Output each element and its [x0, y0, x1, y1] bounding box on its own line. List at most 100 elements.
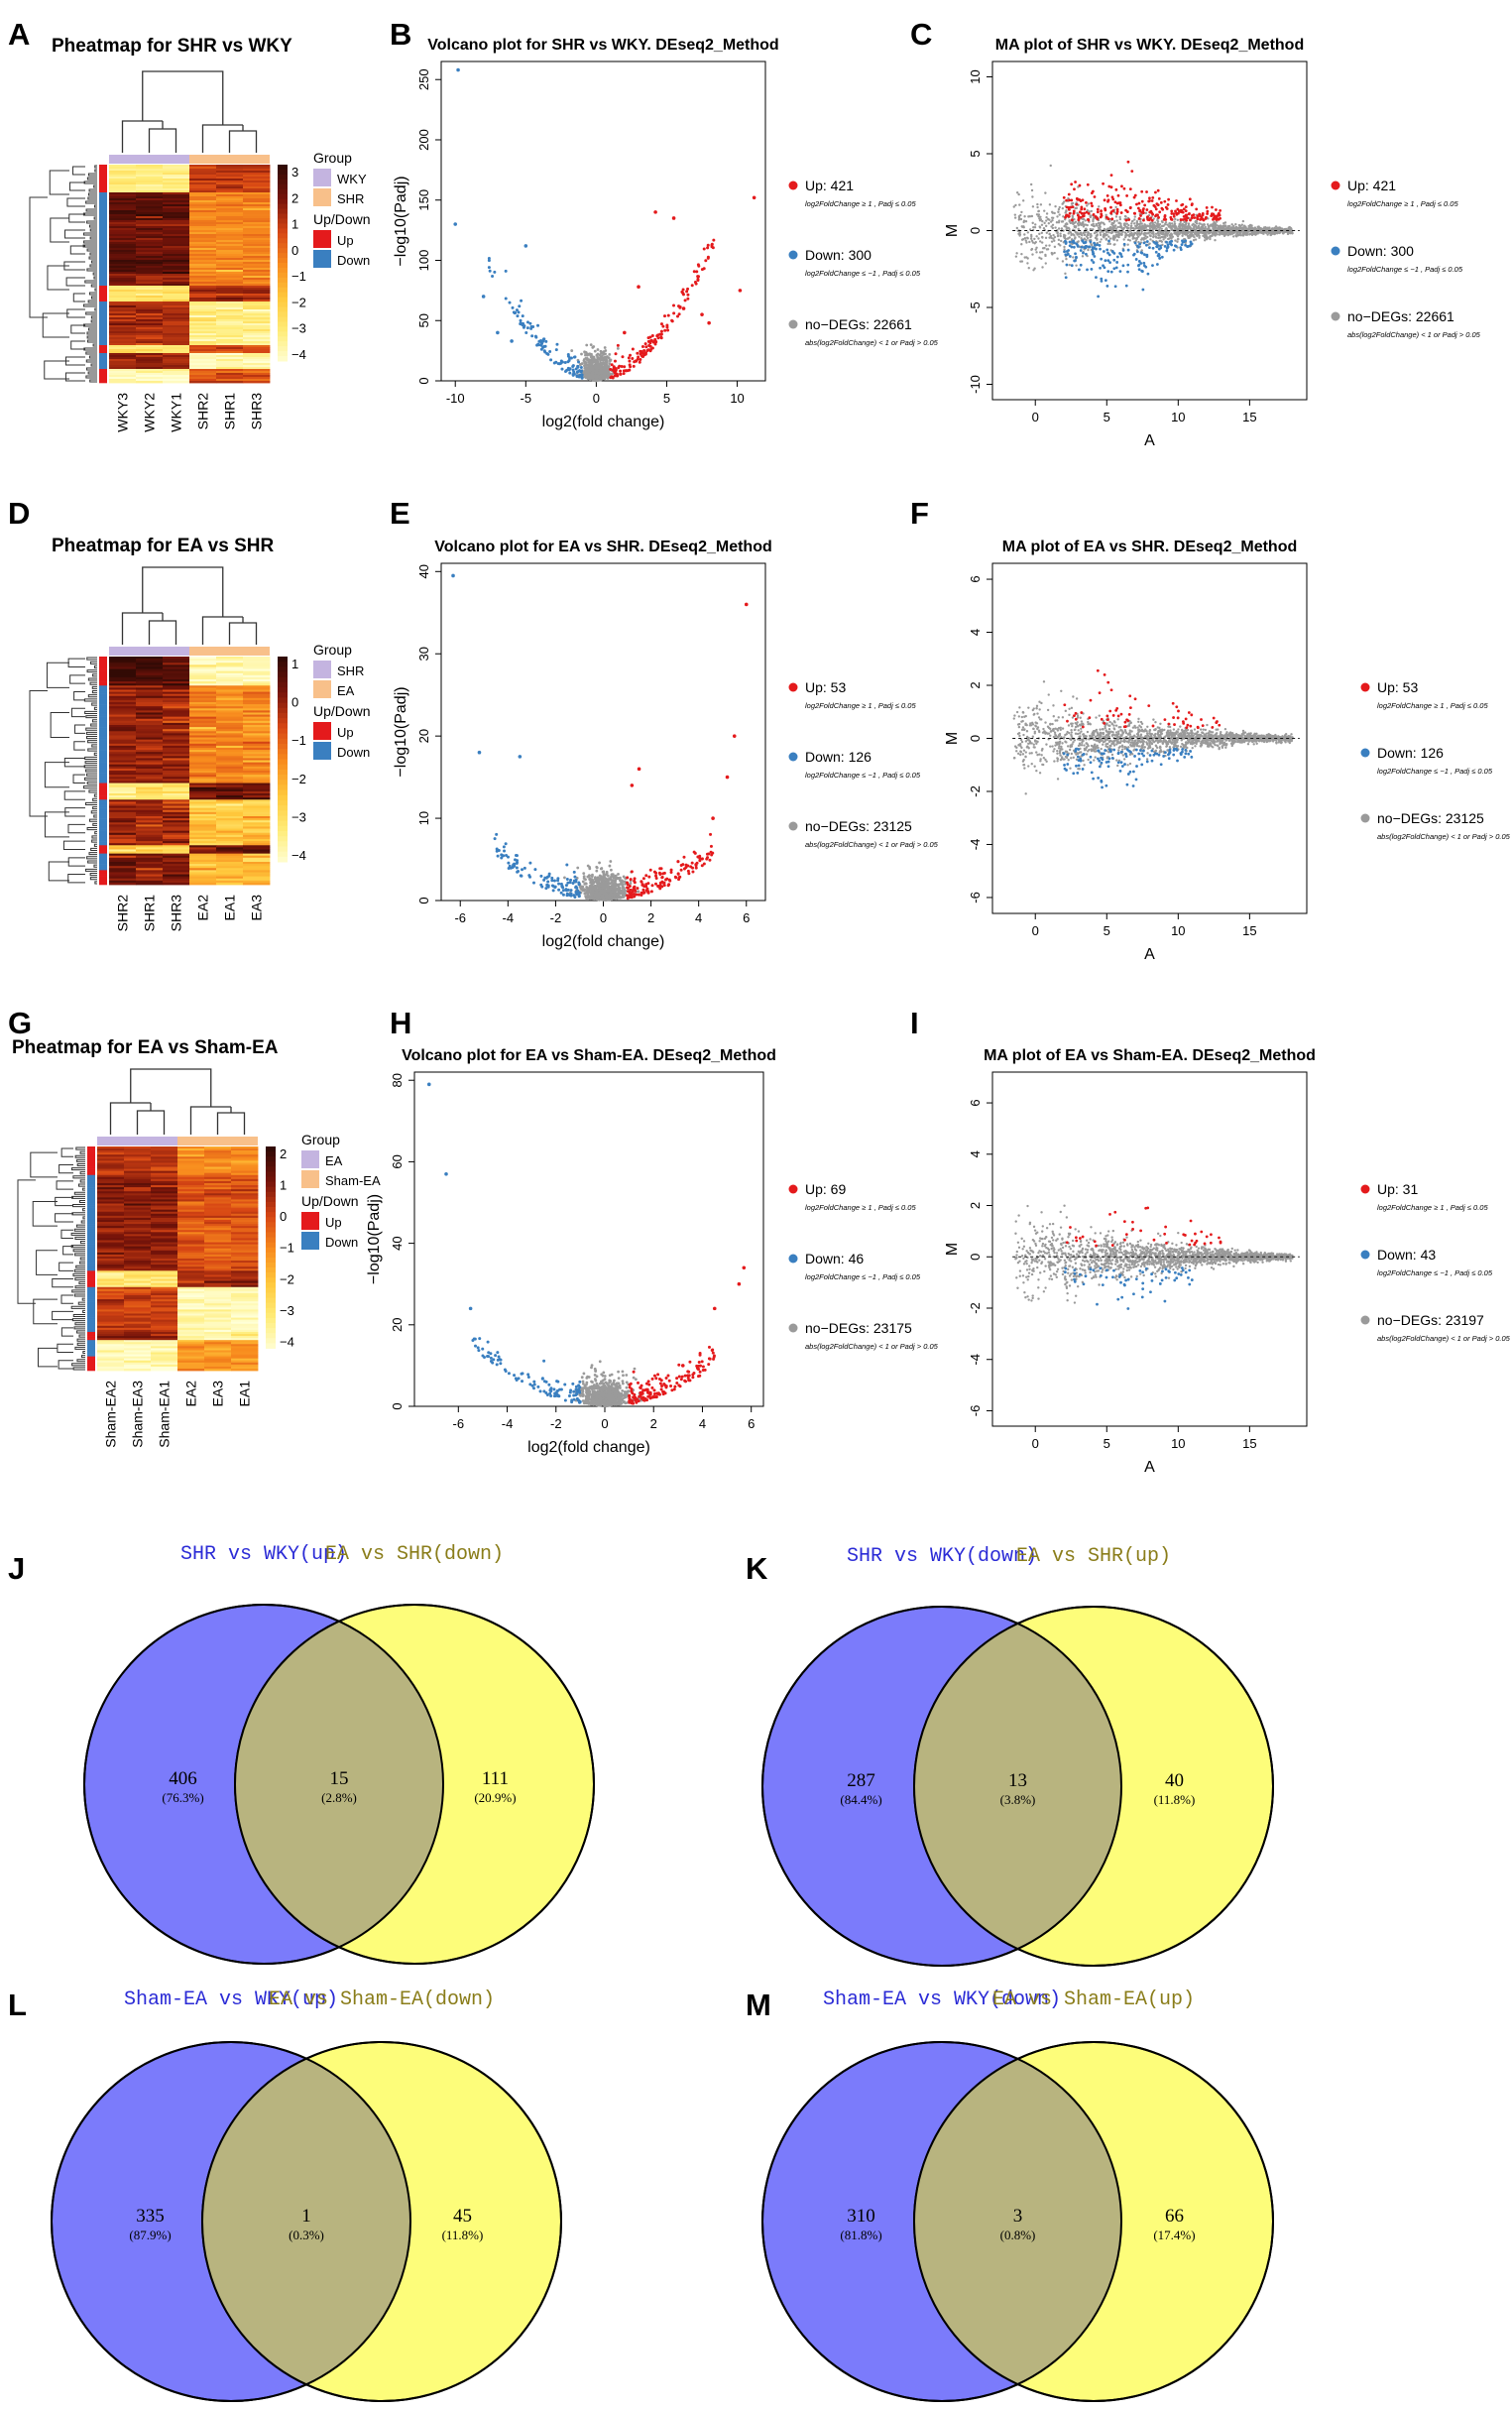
- heatmap-cell: [243, 242, 271, 245]
- color-scale-step: [278, 769, 288, 776]
- volcano-point-nodeg: [596, 356, 600, 360]
- ma-point-nodeg: [1044, 191, 1047, 194]
- row-annotation-cell: [99, 666, 107, 669]
- heatmap-cell: [243, 319, 271, 322]
- heatmap-cell: [109, 268, 137, 271]
- ma-point-nodeg: [1169, 222, 1172, 225]
- ma-point-up: [1136, 206, 1140, 210]
- heatmap-cell: [243, 272, 271, 275]
- legend-entry-label: Up: 421: [805, 178, 854, 193]
- legend-label-up: Up: [337, 725, 354, 740]
- heatmap-cell: [243, 268, 271, 271]
- color-scale-step: [278, 743, 288, 750]
- ma-point-nodeg: [1080, 223, 1084, 227]
- heatmap-cell: [189, 272, 217, 275]
- row-annotation-cell: [99, 766, 107, 770]
- ma-point-nodeg: [1133, 215, 1136, 218]
- heatmap-cell: [109, 375, 137, 378]
- panel-label-C: C: [910, 17, 932, 52]
- ma-point-down: [1080, 245, 1084, 249]
- ma-point-down: [1155, 263, 1159, 266]
- y-tick-label: 250: [416, 68, 431, 90]
- ma-point-nodeg: [1065, 209, 1068, 212]
- color-scale-step: [278, 856, 288, 863]
- heatmap-cell: [136, 232, 164, 235]
- y-tick-label: 50: [416, 313, 431, 327]
- row-annotation-cell: [99, 687, 107, 690]
- volcano-point-up: [636, 351, 640, 355]
- volcano-point-up: [613, 374, 617, 378]
- ma-point-nodeg: [1230, 223, 1233, 226]
- color-scale-step: [278, 702, 288, 709]
- ma-point-nodeg: [1106, 242, 1109, 246]
- row-annotation-cell: [99, 232, 107, 235]
- heatmap-cell: [109, 305, 137, 308]
- ma-point-nodeg: [1057, 207, 1061, 211]
- color-scale-step: [278, 775, 288, 781]
- heatmap-cell: [109, 307, 137, 310]
- ma-point-nodeg: [1074, 220, 1078, 223]
- row-annotation-cell: [99, 371, 107, 374]
- row-annotation-cell: [99, 743, 107, 747]
- ma-point-nodeg: [1078, 235, 1081, 238]
- ma-point-nodeg: [1248, 233, 1251, 236]
- group-annotation-cell: [109, 155, 136, 164]
- row-annotation-cell: [99, 248, 107, 251]
- ma-point-nodeg: [1091, 244, 1094, 247]
- heatmap-cell: [243, 335, 271, 338]
- heatmap-cell: [243, 333, 271, 336]
- ma-point-up: [1139, 214, 1142, 217]
- ma-point-up: [1065, 198, 1069, 202]
- heatmap-cell: [243, 294, 271, 297]
- heatmap-cell: [189, 264, 217, 267]
- row-annotation-cell: [99, 276, 107, 279]
- heatmap-cell: [189, 196, 217, 199]
- heatmap-cell: [109, 256, 137, 259]
- row-annotation-cell: [99, 864, 107, 867]
- legend-label-group-b: EA: [337, 683, 355, 698]
- heatmap-cell: [189, 266, 217, 269]
- volcano-point-nodeg: [616, 347, 620, 350]
- ma-point-nodeg: [1065, 222, 1068, 225]
- ma-point-nodeg: [1177, 225, 1181, 228]
- heatmap-cell: [163, 216, 190, 219]
- ma-point-up: [1213, 215, 1217, 219]
- ma-point-nodeg: [1023, 233, 1026, 236]
- heatmap-cell: [216, 303, 244, 306]
- ma-point-nodeg: [1209, 235, 1212, 238]
- row-annotation-cell: [99, 722, 107, 726]
- ma-point-nodeg: [1023, 237, 1027, 240]
- heatmap-cell: [136, 313, 164, 316]
- ma-point-nodeg: [1043, 209, 1046, 212]
- heatmap-cell: [216, 220, 244, 223]
- row-annotation-cell: [99, 876, 107, 880]
- volcano-point-up: [706, 246, 710, 250]
- heatmap-cell: [243, 307, 271, 310]
- ma-point-nodeg: [1204, 225, 1207, 229]
- volcano-point-down: [519, 318, 523, 322]
- volcano-point-nodeg: [606, 355, 609, 358]
- heatmap-cell: [189, 238, 217, 241]
- ma-point-down: [1136, 244, 1139, 248]
- heatmap-cell: [109, 292, 137, 295]
- heatmap-cell: [216, 224, 244, 227]
- row-annotation-cell: [99, 286, 107, 289]
- heatmap-cell: [243, 240, 271, 243]
- heatmap-cell: [109, 373, 137, 376]
- ma-point-nodeg: [1231, 235, 1235, 238]
- ma-point-nodeg: [1149, 238, 1152, 241]
- row-annotation-cell: [99, 349, 107, 352]
- heatmap-cell: [163, 280, 190, 283]
- heatmap-cell: [243, 371, 271, 374]
- ma-point-nodeg: [1114, 233, 1118, 236]
- ma-point-up: [1145, 190, 1148, 193]
- ma-point-down: [1151, 246, 1155, 250]
- ma-point-nodeg: [1126, 226, 1129, 230]
- ma-point-nodeg: [1087, 248, 1090, 252]
- volcano-point-up: [632, 364, 636, 368]
- heatmap-cell: [136, 262, 164, 265]
- volcano-point-nodeg: [596, 348, 600, 351]
- heatmap-cell: [136, 179, 164, 181]
- ma-point-nodeg: [1262, 227, 1265, 231]
- ma-point-nodeg: [1029, 237, 1033, 240]
